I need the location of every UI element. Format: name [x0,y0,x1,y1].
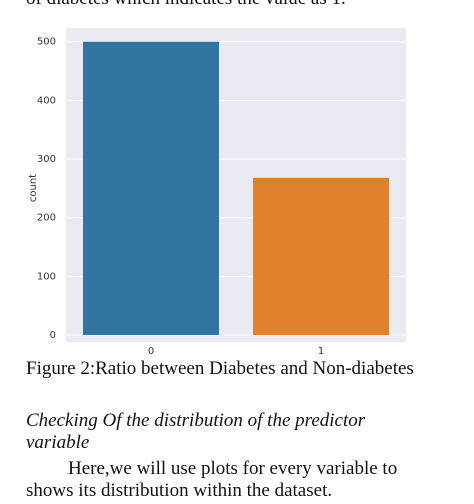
y-tick-label: 400 [37,95,56,106]
bar [253,177,389,335]
figure-caption: Figure 2:Ratio between Diabetes and Non-… [26,358,414,379]
x-tick-label: 0 [148,346,154,357]
y-tick-label: 500 [37,37,56,48]
bar [83,41,219,335]
top-text: of diabetes which indicates the value as… [26,0,346,10]
y-tick-label: 0 [50,330,56,341]
x-tick-label: 1 [318,346,324,357]
y-tick-label: 300 [37,154,56,165]
y-tick-label: 200 [37,213,56,224]
section-heading: Checking Of the distribution of the pred… [26,410,366,453]
y-tick-label: 100 [37,271,56,282]
chart: count 0 100 200 300 400 500 0 1 [28,28,406,357]
y-axis-label: count [28,174,39,202]
paragraph: Here,we will use plots for every variabl… [26,458,398,501]
